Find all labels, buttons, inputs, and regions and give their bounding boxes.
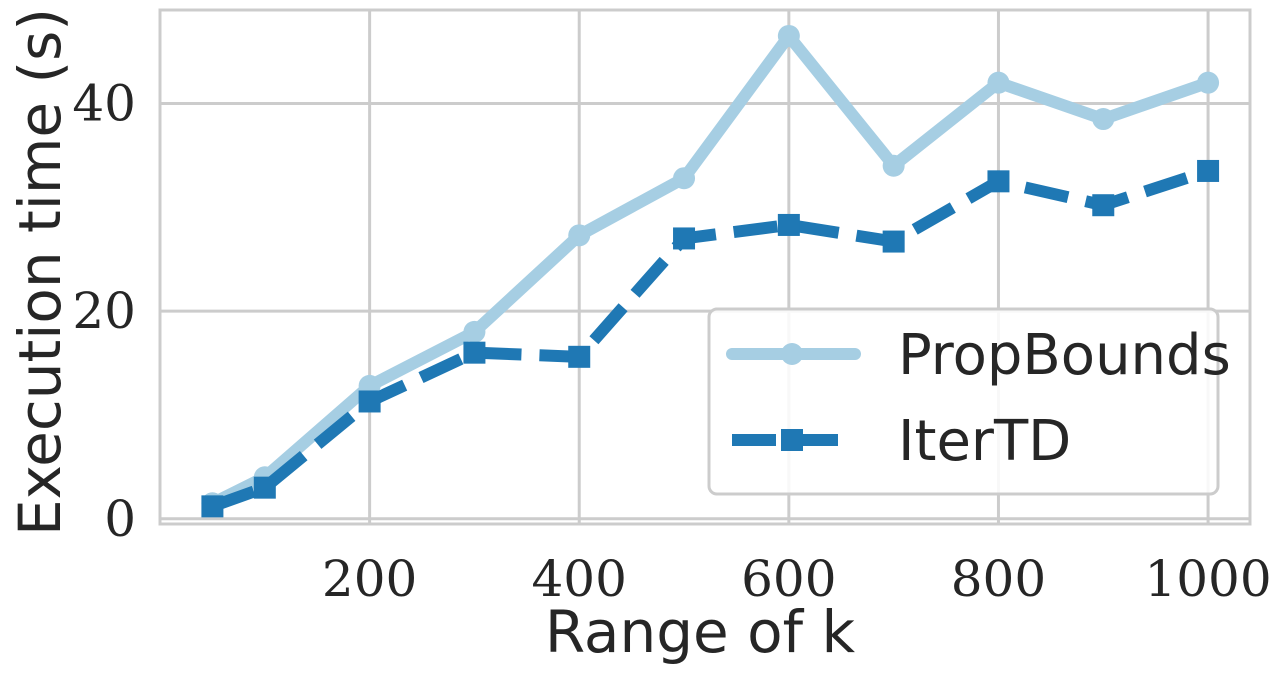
x-tick-label: 800 bbox=[951, 550, 1046, 608]
data-point bbox=[882, 154, 905, 177]
data-point bbox=[1197, 159, 1220, 182]
legend-marker bbox=[781, 343, 803, 365]
data-point bbox=[987, 71, 1010, 94]
data-point bbox=[1197, 71, 1220, 94]
data-point bbox=[358, 390, 381, 413]
data-point bbox=[882, 230, 905, 253]
plot-frame bbox=[158, 8, 1252, 526]
data-point bbox=[1092, 194, 1115, 217]
legend: PropBounds IterTD bbox=[707, 307, 1231, 496]
x-tick-label: 400 bbox=[532, 550, 627, 608]
data-point bbox=[568, 224, 591, 247]
data-point bbox=[463, 341, 486, 364]
data-point bbox=[253, 476, 276, 499]
tick-labels: 200 400 600 800 1000 0 20 40 bbox=[72, 74, 1271, 608]
series-IterTD bbox=[201, 159, 1220, 518]
series-layer bbox=[201, 24, 1220, 518]
y-axis-label: Execution time (s) bbox=[6, 8, 74, 536]
data-point bbox=[673, 167, 696, 190]
data-point bbox=[201, 495, 224, 518]
data-point bbox=[1092, 108, 1115, 131]
x-tick-label: 1000 bbox=[1144, 550, 1271, 608]
legend-marker bbox=[781, 429, 803, 451]
data-point bbox=[568, 345, 591, 368]
data-point bbox=[777, 213, 800, 236]
legend-label: PropBounds bbox=[898, 323, 1231, 388]
x-tick-label: 600 bbox=[741, 550, 836, 608]
data-point bbox=[673, 227, 696, 250]
data-point bbox=[987, 170, 1010, 193]
legend-label: IterTD bbox=[898, 409, 1071, 474]
data-point bbox=[463, 320, 486, 343]
y-tick-label: 20 bbox=[72, 282, 136, 340]
x-tick-label: 200 bbox=[322, 550, 417, 608]
data-point bbox=[777, 24, 800, 47]
y-tick-label: 40 bbox=[72, 74, 136, 132]
grid-lines bbox=[160, 10, 1250, 524]
x-axis-label: Range of k bbox=[545, 598, 856, 666]
y-tick-label: 0 bbox=[104, 490, 136, 548]
